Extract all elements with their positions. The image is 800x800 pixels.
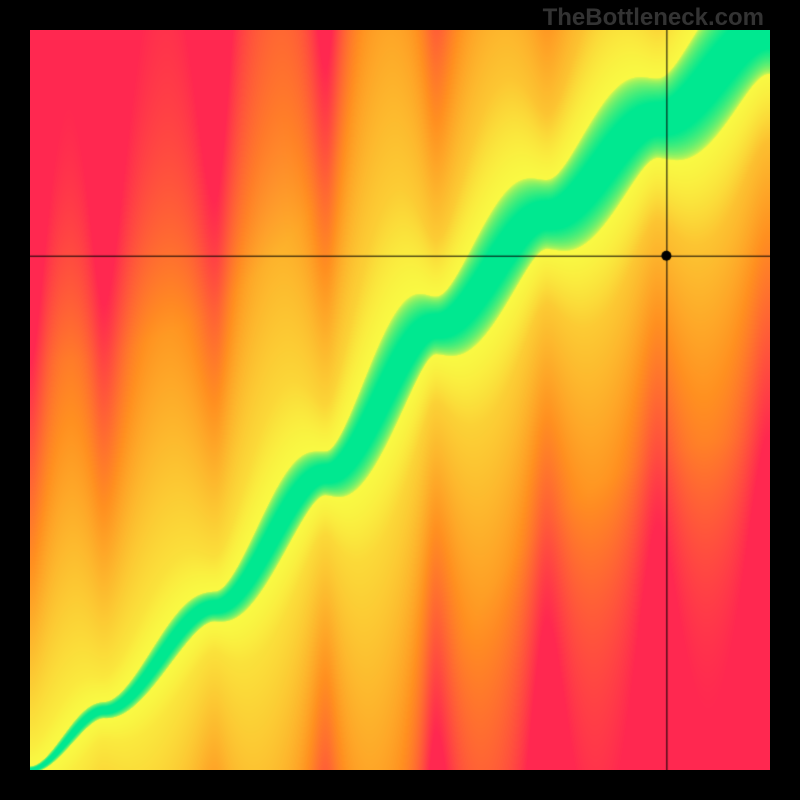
heatmap-canvas	[30, 30, 770, 770]
bottleneck-heatmap	[30, 30, 770, 770]
watermark-text: TheBottleneck.com	[543, 4, 764, 32]
